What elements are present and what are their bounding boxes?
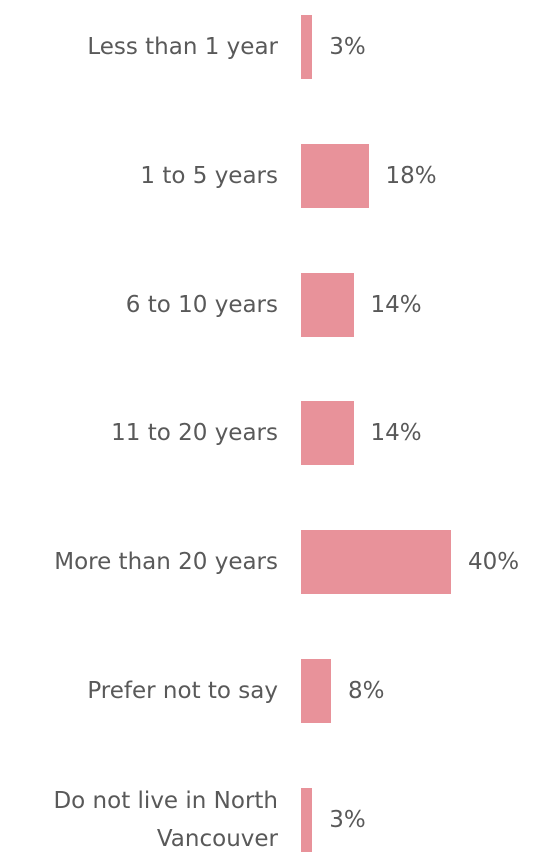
value-label: 18% xyxy=(385,162,437,189)
bar xyxy=(301,401,354,466)
value-label: 8% xyxy=(348,678,385,704)
bar xyxy=(301,787,313,852)
category-label: 6 to 10 years xyxy=(125,291,278,318)
bar xyxy=(301,659,331,723)
category-label: More than 20 years xyxy=(54,549,278,576)
bar xyxy=(301,530,451,595)
category-label: Do not live in North Vancouver xyxy=(53,787,278,852)
bar xyxy=(301,143,369,208)
value-label: 40% xyxy=(468,549,520,576)
category-label: Less than 1 year xyxy=(87,34,278,60)
category-label: 11 to 20 years xyxy=(111,420,278,447)
bar xyxy=(301,272,354,337)
value-label: 14% xyxy=(370,291,422,318)
bar xyxy=(301,15,313,79)
value-label: 3% xyxy=(329,806,366,833)
category-label: 1 to 5 years xyxy=(140,162,278,189)
value-label: 14% xyxy=(370,420,422,447)
category-label: Prefer not to say xyxy=(87,678,278,704)
value-label: 3% xyxy=(329,34,366,60)
